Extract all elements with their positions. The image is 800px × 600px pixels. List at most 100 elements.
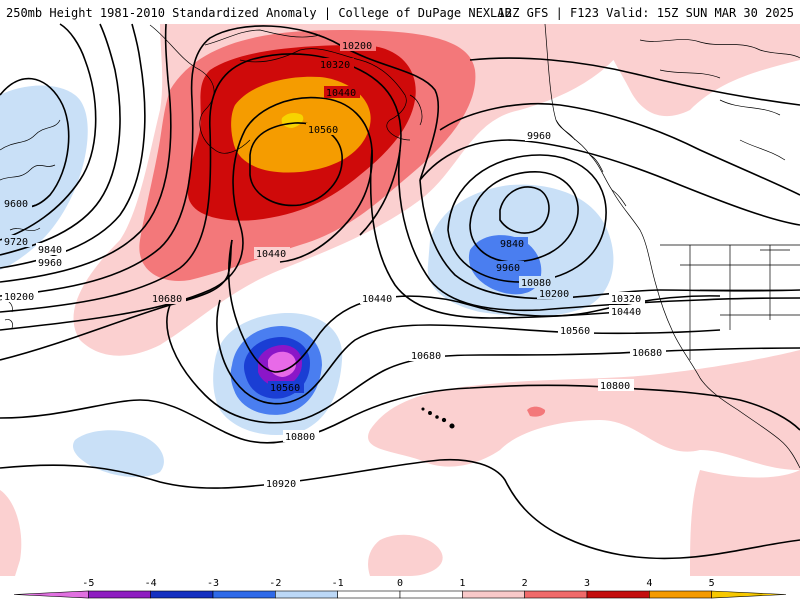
colorbar-cell <box>212 590 276 599</box>
contour-label-10320-east: 10320 <box>611 294 641 305</box>
colorbar-tick-label: 2 <box>522 578 528 589</box>
label-bg <box>360 292 396 304</box>
colorbar-cell <box>88 590 151 599</box>
contour-10080-low <box>447 154 607 283</box>
colorbar-tick-label: -3 <box>207 578 219 589</box>
contour-labels: 9600 9720 9840 9960 10200 10200 10320 10… <box>2 39 666 490</box>
label-bg <box>630 346 666 358</box>
colorbar-cell <box>524 590 588 599</box>
contour-10320-west <box>0 53 402 313</box>
label-bg <box>340 39 376 51</box>
colorbar-tick-label: -2 <box>269 578 281 589</box>
label-bg <box>2 235 32 247</box>
contour-label-9960-low: 9960 <box>496 263 520 274</box>
contour-label-10200-west: 10200 <box>4 292 34 303</box>
coastline-arctic <box>639 39 800 161</box>
contour-10560-high <box>249 122 343 207</box>
label-bg <box>519 276 555 288</box>
colorbar-tick-label: -4 <box>145 578 157 589</box>
colorbar-tick-label: 1 <box>459 578 465 589</box>
coastline-siberia <box>0 119 61 231</box>
colorbar-tick-label: 4 <box>646 578 652 589</box>
pos-anomaly-1-region-ne <box>600 24 800 117</box>
label-bg <box>150 292 186 304</box>
label-bg <box>324 86 360 98</box>
colorbar-tick-label: -5 <box>82 578 94 589</box>
label-bg <box>494 261 524 273</box>
contour-label-10680-east: 10680 <box>632 348 662 359</box>
hawaii-islands <box>421 407 455 429</box>
colorbar-tick-label: 3 <box>584 578 590 589</box>
contour-10440-low <box>369 149 621 319</box>
colorbar-cell <box>150 590 214 599</box>
contour-label-10440-east: 10440 <box>611 307 641 318</box>
contour-label-9960-north: 9960 <box>527 131 551 142</box>
contour-label-9720: 9720 <box>4 237 28 248</box>
contour-label-10440-north: 10440 <box>326 88 356 99</box>
contour-10200-west <box>0 25 440 297</box>
colorbar-cell <box>337 590 401 599</box>
contour-label-10560-high: 10560 <box>308 125 338 136</box>
colorbar-cell <box>399 590 463 599</box>
label-bg <box>306 123 342 135</box>
contour-10080-west <box>0 23 172 283</box>
contour-label-10320: 10320 <box>320 60 350 71</box>
label-bg <box>318 58 354 70</box>
coastlines <box>0 23 800 469</box>
colorbar-cell <box>649 590 712 599</box>
label-bg <box>609 292 645 304</box>
contour-10920 <box>0 458 800 560</box>
pos-anomaly-1-region-central <box>368 350 800 470</box>
coastline-panhandle <box>555 119 627 207</box>
label-bg <box>525 129 555 141</box>
contour-9840-west <box>0 23 121 256</box>
label-bg <box>36 256 66 268</box>
label-bg <box>36 243 66 255</box>
neg-anomaly-1-region-west <box>0 85 88 270</box>
colorbar-tick-label: 0 <box>397 578 403 589</box>
contour-label-10800-east: 10800 <box>600 381 630 392</box>
map-title-left: 250mb Height 1981-2010 Standardized Anom… <box>6 6 512 20</box>
contour-label-9600: 9600 <box>4 199 28 210</box>
pos-anomaly-1-region-sw <box>0 490 22 576</box>
contour-label-10680-west: 10680 <box>152 294 182 305</box>
contour-label-9840-west: 9840 <box>38 245 62 256</box>
contour-9720 <box>0 23 97 241</box>
colorbar-cell <box>275 590 338 599</box>
label-bg <box>2 197 32 209</box>
contour-label-10560-east: 10560 <box>560 326 590 337</box>
contour-label-10200-low: 10200 <box>539 289 569 300</box>
contour-label-9840-low: 9840 <box>500 239 524 250</box>
label-bg <box>498 237 528 249</box>
colorbar: -5 -4 -3 -2 -1 0 1 2 3 4 5 <box>13 578 787 599</box>
contour-label-9960-west: 9960 <box>38 258 62 269</box>
pos-anomaly-1-region-south <box>368 534 443 576</box>
colorbar-cell <box>13 590 89 599</box>
label-bg <box>283 430 319 442</box>
colorbar-tick-label: -1 <box>332 578 344 589</box>
map-title-right: 12Z GFS | F123 Valid: 15Z SUN MAR 30 202… <box>497 6 794 20</box>
label-bg <box>609 305 645 317</box>
contour-9840-north <box>469 57 800 106</box>
label-bg <box>598 379 634 391</box>
label-bg <box>268 381 304 393</box>
colorbar-tick-labels: -5 -4 -3 -2 -1 0 1 2 3 4 5 <box>82 578 714 589</box>
contour-9960-low <box>469 171 579 263</box>
colorbar-cell <box>462 590 525 599</box>
contour-9600 <box>0 77 70 208</box>
contour-10320-low <box>397 149 800 312</box>
colorbar-cell <box>586 590 650 599</box>
contour-label-10080: 10080 <box>521 278 551 289</box>
label-bg <box>558 324 594 336</box>
contour-9960-north <box>439 102 800 196</box>
contour-label-10440-mid: 10440 <box>362 294 392 305</box>
contour-10080-north <box>419 139 800 226</box>
label-bg <box>254 247 290 259</box>
label-bg <box>537 287 573 299</box>
colorbar-cells <box>13 590 787 599</box>
pos-anomaly-2-spot <box>527 406 546 417</box>
label-bg <box>2 290 38 302</box>
label-bg <box>264 477 300 489</box>
